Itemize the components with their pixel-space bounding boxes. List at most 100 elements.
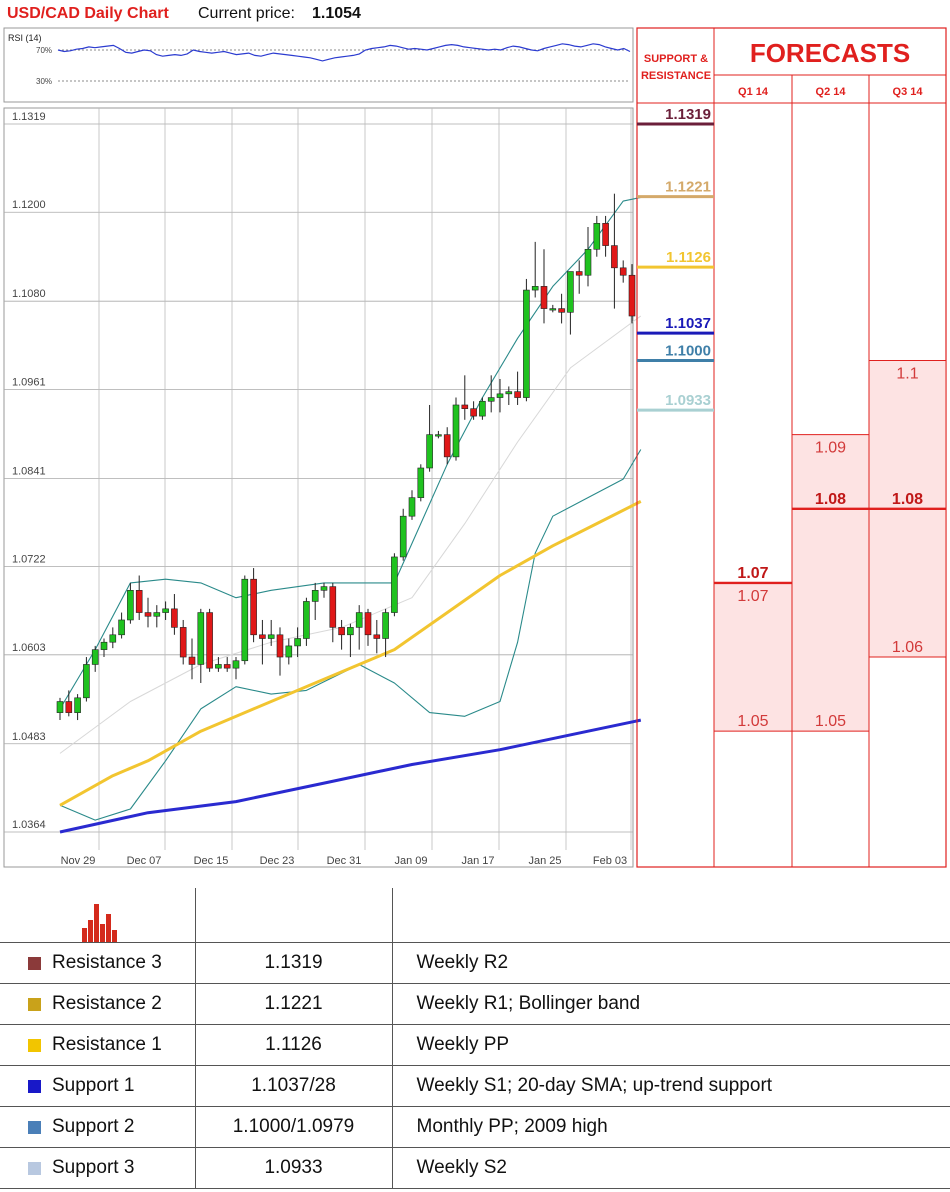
candle	[558, 293, 565, 324]
level-value: 1.1037/28	[195, 1065, 393, 1107]
sr-level-label: 1.1000	[665, 342, 711, 359]
candle-body-up	[197, 612, 205, 665]
forecast-mid-value: 1.07	[737, 565, 768, 582]
level-color-swatch	[28, 1162, 41, 1175]
candle	[391, 553, 398, 617]
level-color-swatch	[28, 1121, 41, 1134]
candle-body-down	[179, 627, 187, 658]
candle	[619, 260, 627, 283]
price-panel	[3, 107, 634, 868]
level-value: 1.1221	[195, 983, 393, 1025]
levels-table-icon-cell	[0, 888, 196, 943]
candle	[223, 657, 231, 672]
candle	[355, 605, 363, 650]
forecast-range-band	[792, 434, 869, 732]
candle-body-up	[118, 619, 125, 636]
candle	[91, 645, 99, 672]
sr-header-line1: SUPPORT &	[644, 53, 708, 65]
candle	[135, 575, 143, 620]
candle	[259, 619, 266, 665]
candle	[611, 193, 618, 309]
y-tick-label: 1.0603	[12, 642, 46, 654]
levels-table-header-row	[0, 888, 950, 943]
candle-body-up	[232, 660, 240, 669]
x-tick-label: Dec 15	[194, 855, 229, 867]
bollinger-lower-line	[59, 449, 642, 821]
candle	[320, 582, 328, 598]
sr-level-label: 1.1126	[666, 249, 711, 266]
candle-body-up	[74, 697, 81, 713]
chart-title: USD/CAD Daily Chart	[7, 5, 169, 22]
candle	[206, 608, 213, 672]
candle	[144, 597, 152, 628]
candle-body-down	[611, 245, 618, 269]
forecast-range-band	[714, 582, 792, 732]
candle	[435, 430, 442, 439]
level-color-swatch	[28, 1039, 41, 1052]
y-tick-label: 1.1200	[12, 199, 46, 211]
candle	[575, 260, 583, 294]
candle-body-down	[65, 701, 73, 713]
sr-level-label: 1.1037	[665, 315, 711, 332]
candle-body-up	[452, 404, 460, 458]
level-note: Weekly R2	[392, 942, 950, 984]
candle-body-up	[417, 467, 425, 498]
level-name: Resistance 2	[52, 993, 162, 1014]
candle-body-down	[558, 308, 565, 313]
candle-body-up	[567, 271, 574, 313]
x-tick-label: Nov 29	[61, 855, 96, 867]
candle	[487, 375, 495, 413]
levels-table-row: Resistance 3 1.1319 Weekly R2	[0, 942, 950, 984]
candle	[241, 575, 249, 665]
candle	[162, 601, 169, 620]
level-note: Weekly S1; 20-day SMA; up-trend support	[392, 1065, 950, 1107]
candle	[593, 215, 601, 257]
candle	[215, 657, 222, 672]
candle-body-down	[276, 634, 284, 658]
level-name-cell: Resistance 3	[0, 942, 196, 984]
level-value: 1.1126	[195, 1024, 393, 1066]
sr-level-label: 1.1221	[665, 179, 711, 196]
levels-table-area: Resistance 3 1.1319 Weekly R2 Resistance 2 1…	[0, 888, 950, 1192]
candle-body-down	[540, 286, 548, 309]
quarter-label: Q1 14	[738, 86, 769, 98]
x-tick-label: Jan 17	[461, 855, 494, 867]
candle	[188, 638, 196, 680]
x-tick-label: Jan 09	[394, 855, 427, 867]
candle-body-up	[426, 434, 433, 469]
rsi-level-70: 70%	[36, 46, 52, 55]
sr-level-label: 1.0933	[665, 392, 711, 409]
current-price-value: 1.1054	[312, 5, 361, 22]
rsi-level-30: 30%	[36, 77, 52, 86]
candle-body-up	[267, 634, 275, 639]
candle	[584, 227, 592, 287]
forecast-high-value: 1.1	[896, 365, 918, 382]
candle-body-up	[303, 601, 310, 639]
candle	[373, 619, 381, 654]
candle-body-up	[320, 586, 328, 591]
candle	[399, 508, 407, 561]
level-name-cell: Resistance 2	[0, 983, 196, 1025]
candle	[496, 379, 504, 413]
candle-body-up	[109, 634, 117, 643]
candle	[338, 619, 345, 650]
candle	[232, 657, 240, 680]
candle-body-down	[250, 578, 257, 636]
candle-body-down	[461, 404, 469, 409]
candle	[628, 264, 636, 324]
candle-body-up	[523, 289, 530, 398]
candle-body-down	[619, 267, 627, 276]
forecast-mid-value: 1.08	[892, 491, 923, 508]
rsi-label: RSI (14)	[8, 33, 42, 43]
candle	[470, 401, 477, 420]
candle-body-up	[549, 308, 557, 311]
candle-body-up	[91, 649, 99, 665]
candle-body-up	[382, 612, 389, 639]
bar-chart-icon	[82, 904, 117, 942]
sma-yellow-line	[59, 500, 642, 807]
candle-body-down	[373, 634, 381, 639]
candle-body-down	[628, 274, 636, 317]
level-value: 1.1000/1.0979	[195, 1106, 393, 1148]
candle	[549, 304, 557, 313]
y-tick-label: 1.0722	[12, 554, 46, 566]
